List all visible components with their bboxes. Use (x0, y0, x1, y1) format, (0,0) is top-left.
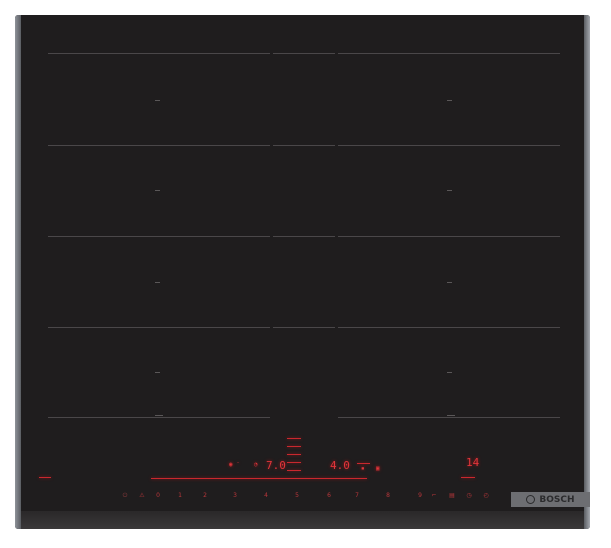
level-bar (287, 462, 301, 463)
zone-marker (447, 100, 452, 101)
zone-marker (447, 282, 452, 283)
clock-icon[interactable]: ◴ (483, 492, 489, 499)
power-key-2[interactable]: 2 (203, 492, 207, 499)
zone-marker (155, 190, 160, 191)
level-bar (287, 454, 301, 455)
zone-line (48, 53, 270, 54)
bosch-logo-icon (526, 495, 536, 504)
level-bar (287, 470, 301, 471)
zone-line (338, 417, 560, 418)
zone-line (338, 145, 560, 146)
power-key-1[interactable]: 1 (178, 492, 182, 499)
zone-marker (447, 415, 455, 416)
zone-marker (447, 190, 452, 191)
power-key-8[interactable]: 8 (386, 492, 390, 499)
zone-marker (155, 282, 160, 283)
zone-line (338, 327, 560, 328)
front-edge (21, 511, 584, 529)
right-zone-display: 4.0 (330, 459, 350, 472)
clock-icon[interactable]: ◔ (254, 461, 258, 468)
frame-left (15, 15, 21, 529)
wipe-protection-icon[interactable]: ▤ (449, 492, 455, 499)
zone-line (48, 236, 270, 237)
brand-label: BOSCH (511, 492, 590, 507)
level-bar (287, 446, 301, 447)
power-key-4[interactable]: 4 (264, 492, 268, 499)
zone-line (48, 417, 270, 418)
flex-zone-icon[interactable]: ▣ (376, 465, 380, 472)
timer-indicator (461, 477, 475, 478)
power-key-9[interactable]: 9 (418, 492, 422, 499)
zone-line (48, 327, 270, 328)
power-indicator (39, 477, 51, 478)
left-zone-display: 7.0 (266, 459, 286, 472)
brand-name: BOSCH (539, 494, 575, 505)
power-key-5[interactable]: 5 (295, 492, 299, 499)
zone-marker (447, 372, 452, 373)
level-bar (287, 438, 301, 439)
zone-line (273, 53, 335, 54)
zone-line (273, 327, 335, 328)
zone-marker (155, 372, 160, 373)
power-key-6[interactable]: 6 (327, 492, 331, 499)
zone-marker (155, 415, 163, 416)
indicator-bar (357, 463, 370, 464)
power-icon[interactable]: ⏻ (122, 492, 128, 499)
sensor-icon[interactable]: ◉ ⁻ (229, 461, 240, 468)
zone-line (273, 145, 335, 146)
keep-warm-icon[interactable]: ⌐ (431, 492, 437, 499)
powerboost-icon[interactable]: ⚠ (139, 492, 145, 499)
induction-cooktop: 7.0 4.0 14 ◉ ⁻ ◔ ▪ ▣ ⏻ ⚠ 0 1 2 3 4 5 6 7… (15, 15, 590, 529)
timer-icon[interactable]: ◷ (466, 492, 472, 499)
zone-line (338, 236, 560, 237)
power-key-7[interactable]: 7 (355, 492, 359, 499)
power-key-3[interactable]: 3 (233, 492, 237, 499)
frame-right (584, 15, 590, 529)
timer-display: 14 (466, 456, 480, 469)
zone-line (48, 145, 270, 146)
power-key-0[interactable]: 0 (156, 492, 160, 499)
zone-line (338, 53, 560, 54)
zone-line (273, 236, 335, 237)
power-slider[interactable] (151, 478, 367, 479)
zone-marker (155, 100, 160, 101)
lock-icon[interactable]: ▪ (361, 465, 365, 472)
